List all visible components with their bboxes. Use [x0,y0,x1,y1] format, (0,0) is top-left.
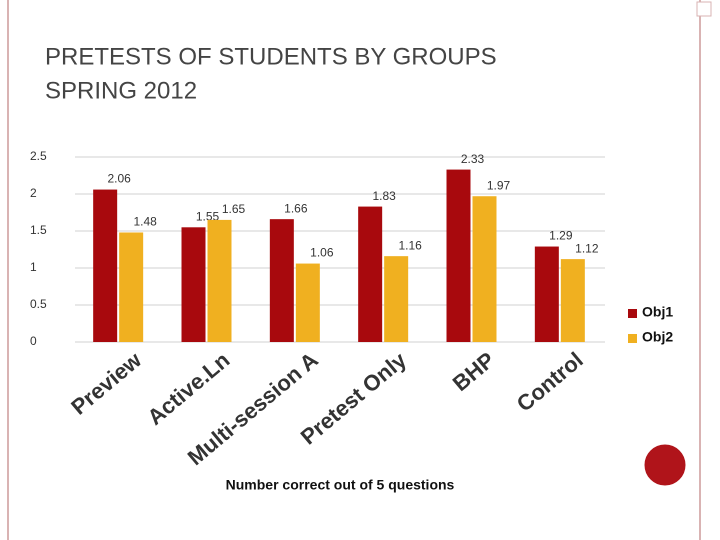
bar [119,232,144,342]
value-label: 1.65 [222,202,246,216]
x-tick-label: Preview [66,347,146,420]
value-label: 1.48 [133,215,157,229]
value-label: 1.97 [487,178,511,192]
y-tick-label: 2.5 [30,149,47,163]
y-tick-label: 1 [30,260,37,274]
value-label: 1.06 [310,246,334,260]
x-tick-label: Active.Ln [143,347,235,430]
x-axis-label: Number correct out of 5 questions [226,477,455,493]
value-label: 2.06 [107,172,131,186]
bar [384,256,409,342]
x-tick-label: Control [512,347,588,416]
bar [269,219,294,342]
bar [93,189,118,342]
value-label: 1.12 [575,241,599,255]
bar [181,227,206,342]
chart-subtitle: SPRING 2012 [45,77,197,104]
legend-swatch [628,334,637,343]
bar [472,196,497,342]
y-tick-label: 2 [30,186,37,200]
corner-square [696,1,712,17]
bar [560,259,585,342]
bar [446,169,471,342]
legend-label: Obj1 [642,304,673,320]
decor-circle [641,441,689,489]
value-label: 1.16 [398,238,422,252]
bar [207,219,232,342]
value-label: 1.29 [549,229,573,243]
bar [358,206,383,342]
value-label: 1.66 [284,201,308,215]
chart-title: PRETESTS OF STUDENTS BY GROUPS [45,43,497,70]
x-tick-label: BHP [448,347,500,396]
bar [295,263,320,342]
value-label: 2.33 [461,152,485,166]
bar [534,246,559,342]
legend-label: Obj2 [642,329,673,345]
y-tick-label: 1.5 [30,223,47,237]
y-tick-label: 0.5 [30,297,47,311]
y-tick-label: 0 [30,334,37,348]
legend-swatch [628,309,637,318]
value-label: 1.83 [372,189,396,203]
